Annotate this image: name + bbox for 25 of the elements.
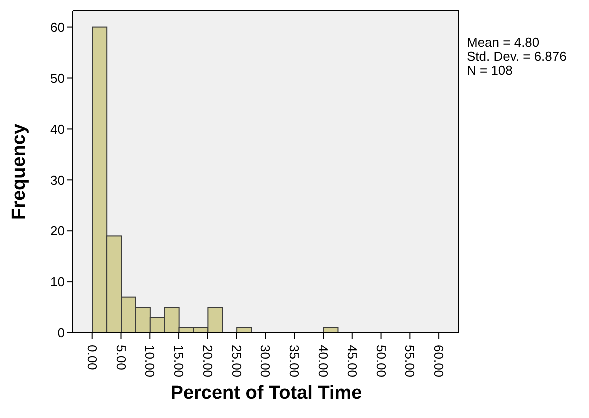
x-tick-label: 10.00 [142, 345, 158, 378]
x-tick-label: 30.00 [258, 345, 274, 378]
x-tick-label: 60.00 [432, 345, 447, 378]
y-tick-label: 30 [50, 172, 65, 188]
x-tick-label: 0.00 [84, 345, 100, 370]
x-tick-label: 40.00 [316, 345, 331, 378]
y-tick-label: 0 [58, 326, 65, 341]
y-tick-label: 20 [50, 224, 65, 239]
y-tick-label: 40 [50, 122, 65, 137]
y-axis-title: Frequency [9, 123, 31, 220]
x-tick-label: 15.00 [172, 345, 187, 378]
x-tick-label: 35.00 [287, 345, 302, 378]
x-tick-label: 20.00 [200, 345, 216, 378]
x-axis-title: Percent of Total Time [170, 383, 364, 405]
y-tick-label: 10 [50, 274, 65, 290]
x-tick-label: 50.00 [374, 345, 389, 378]
text: Mean = 4.80 [467, 35, 541, 50]
text: Std. Dev. = 6.876 [467, 49, 567, 64]
text: N = 108 [467, 63, 514, 78]
x-tick-label: 55.00 [402, 345, 418, 378]
x-tick-label: 45.00 [344, 345, 360, 378]
y-tick-label: 50 [50, 70, 65, 86]
x-tick-label: 25.00 [229, 345, 244, 378]
x-tick-label: 5.00 [114, 345, 129, 370]
y-tick-label: 60 [50, 20, 65, 35]
